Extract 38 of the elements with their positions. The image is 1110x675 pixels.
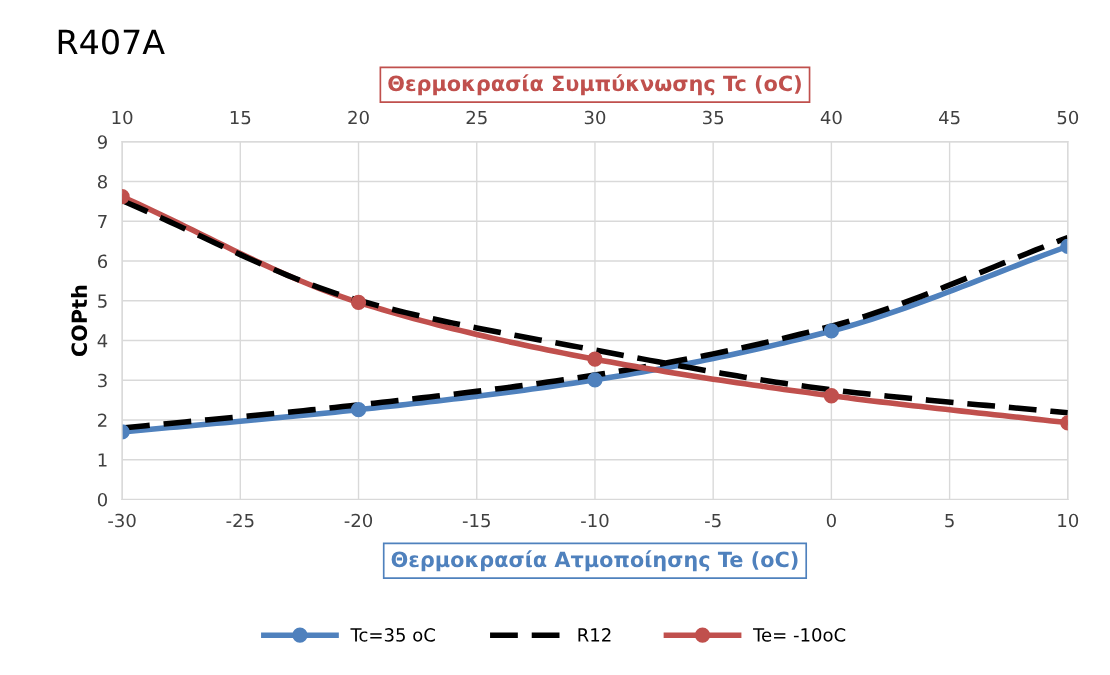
x2-tick-label: 15 [230, 110, 251, 125]
y-tick-label: 2 [98, 413, 107, 427]
x-tick-label: -30 [108, 513, 136, 528]
y-tick-label: 0 [97, 492, 108, 507]
x-tick-label: 10 [1058, 513, 1079, 528]
y-axis-title: COPth [71, 285, 88, 357]
x2-tick-label: 50 [1057, 110, 1079, 125]
x2-tick-label: 30 [584, 110, 606, 125]
legend-label: Te= -10oC [753, 628, 846, 642]
y-tick-label: 7 [98, 214, 107, 229]
y-tick-label: 9 [97, 135, 107, 149]
x-axis-title: Θερμοκρασία Ατμοποίησης Te (oC) [391, 550, 798, 572]
x2-tick-label: 10 [112, 110, 133, 125]
point [823, 323, 840, 339]
y-tick-label: 4 [97, 334, 108, 348]
x2-tick-label: 45 [939, 110, 960, 125]
y-tick-label: 1 [98, 453, 107, 467]
x-tick-label: -20 [344, 513, 373, 528]
point [350, 402, 367, 418]
y-tick-label: 3 [98, 373, 107, 388]
x2-tick-label: 25 [466, 110, 487, 125]
x2-tick-label: 35 [703, 110, 724, 125]
x-tick-label: -10 [581, 513, 609, 528]
x-tick-label: -25 [226, 513, 254, 528]
x-tick-label: 0 [826, 513, 836, 528]
legend-label: Tc=35 oC [350, 628, 435, 642]
x2-tick-label: 40 [820, 110, 842, 125]
x-tick-label: 5 [945, 513, 954, 528]
x-tick-label: -5 [705, 513, 721, 528]
y-tick-label: 8 [97, 174, 107, 189]
y-tick-label: 5 [98, 294, 107, 308]
legend-label: R12 [578, 628, 611, 642]
x2-axis-title: Θερμοκρασία Συμπύκνωσης Tc (oC) [388, 74, 801, 96]
y-tick-label: 6 [97, 254, 108, 269]
point [587, 372, 603, 388]
x-tick-label: -15 [462, 513, 490, 528]
chart-title: R407A [58, 29, 165, 55]
x2-tick-label: 20 [348, 110, 369, 125]
